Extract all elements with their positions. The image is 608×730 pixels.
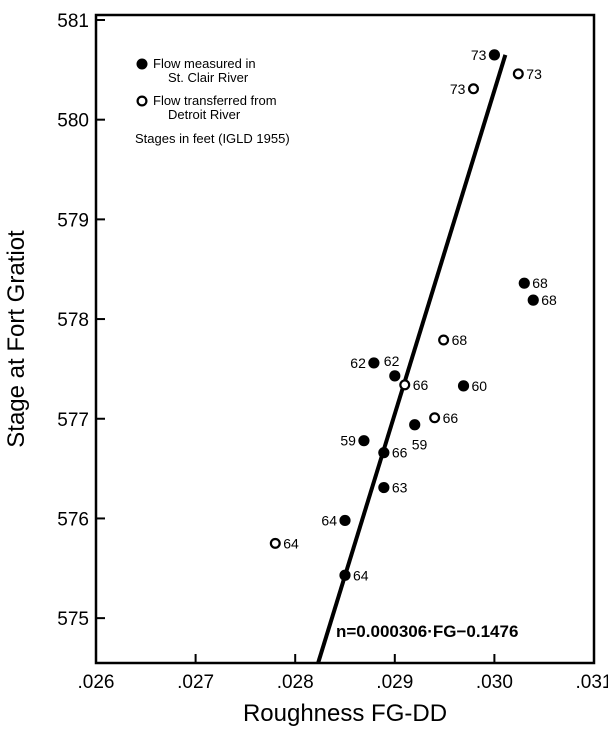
x-tick-label: .026 — [78, 672, 115, 693]
plot-frame — [94, 13, 596, 665]
point-measured — [518, 277, 530, 289]
point-measured — [389, 370, 401, 382]
point-measured — [409, 419, 421, 431]
point-transferred — [269, 537, 281, 549]
legend: Flow measured in St. Clair River Flow tr… — [135, 56, 290, 146]
legend-filled-label-1: Flow measured in — [153, 56, 256, 71]
x-axis-ticks: .026 .027 .028 .029 .030 .031 — [78, 654, 608, 693]
point-label: 60 — [472, 378, 488, 394]
point-label: 59 — [412, 437, 428, 453]
point-label: 62 — [384, 353, 400, 369]
point-label: 66 — [413, 377, 429, 393]
legend-note: Stages in feet (IGLD 1955) — [135, 131, 290, 146]
point-label: 68 — [532, 275, 548, 291]
y-tick-label: 581 — [57, 11, 89, 32]
point-label: 73 — [450, 81, 466, 97]
point-label: 73 — [471, 47, 487, 63]
point-measured — [378, 481, 390, 494]
point-label: 62 — [350, 355, 366, 371]
point-transferred — [512, 68, 524, 80]
y-axis-title: Stage at Fort Gratiot — [3, 230, 30, 448]
point-label: 68 — [541, 292, 557, 308]
x-tick-label: .029 — [376, 672, 413, 693]
point-label: 68 — [452, 332, 468, 348]
point-label: 64 — [321, 512, 337, 528]
x-tick-label: .030 — [476, 672, 513, 693]
point-label: 63 — [392, 480, 408, 496]
point-label: 73 — [526, 66, 542, 82]
point-transferred — [467, 83, 479, 95]
point-label: 64 — [353, 567, 369, 583]
y-tick-label: 580 — [57, 111, 89, 132]
point-measured — [368, 357, 380, 369]
legend-filled-marker — [136, 58, 148, 70]
point-measured — [527, 294, 539, 306]
point-label: 64 — [283, 535, 299, 551]
point-transferred — [429, 412, 441, 424]
fit-line — [316, 54, 508, 664]
point-label: 66 — [392, 445, 408, 461]
x-tick-label: .027 — [177, 672, 214, 693]
y-tick-label: 578 — [57, 310, 89, 331]
legend-filled-label-2: St. Clair River — [168, 70, 249, 85]
point-measured — [457, 380, 470, 392]
fit-equation: n=0.000306·FG−0.1476 — [336, 622, 518, 641]
point-measured — [488, 49, 500, 61]
y-tick-label: 579 — [57, 210, 89, 231]
point-measured — [378, 447, 390, 459]
x-tick-label: .031 — [576, 672, 608, 693]
point-transferred — [399, 379, 411, 391]
y-tick-label: 577 — [57, 410, 89, 431]
legend-open-marker — [136, 95, 148, 107]
point-measured — [339, 514, 351, 527]
y-tick-label: 576 — [57, 509, 89, 530]
legend-open-label-2: Detroit River — [168, 107, 241, 122]
point-measured — [358, 435, 370, 447]
point-transferred — [438, 334, 450, 346]
y-tick-label: 575 — [57, 609, 89, 630]
x-tick-label: .028 — [277, 672, 314, 693]
x-axis-title: Roughness FG-DD — [243, 700, 447, 727]
y-axis-ticks: 575 576 577 578 579 580 581 — [57, 11, 105, 630]
point-measured — [339, 569, 351, 581]
legend-open-label-1: Flow transferred from — [153, 93, 277, 108]
point-label: 66 — [443, 410, 459, 426]
fit-line-group — [316, 54, 508, 664]
point-label: 59 — [340, 433, 356, 449]
